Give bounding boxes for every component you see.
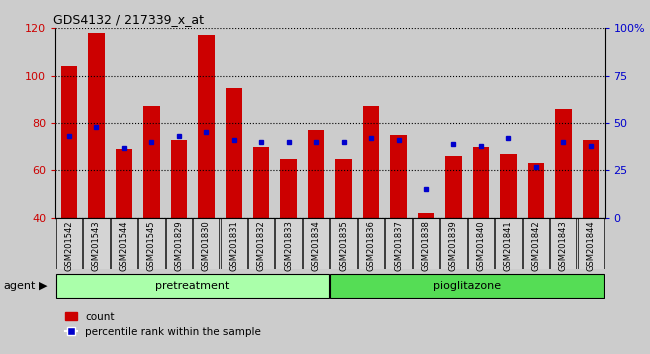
Legend: count, percentile rank within the sample: count, percentile rank within the sample — [60, 307, 265, 341]
Text: GSM201840: GSM201840 — [476, 220, 486, 271]
Bar — [275, 28, 302, 218]
Text: GSM201542: GSM201542 — [64, 220, 73, 271]
FancyBboxPatch shape — [111, 218, 137, 269]
Bar — [253, 147, 270, 218]
Bar — [138, 28, 165, 218]
Text: GSM201833: GSM201833 — [284, 220, 293, 271]
Bar — [418, 213, 434, 218]
Bar — [111, 28, 138, 218]
Text: GSM201835: GSM201835 — [339, 220, 348, 271]
FancyBboxPatch shape — [330, 218, 357, 269]
Bar — [192, 28, 220, 218]
Text: GSM201838: GSM201838 — [421, 220, 430, 271]
Bar — [330, 28, 358, 218]
Bar — [83, 28, 110, 218]
Text: GSM201842: GSM201842 — [531, 220, 540, 271]
Text: GSM201543: GSM201543 — [92, 220, 101, 271]
Bar — [358, 28, 385, 218]
FancyBboxPatch shape — [523, 218, 549, 269]
Bar — [280, 159, 297, 218]
FancyBboxPatch shape — [358, 218, 384, 269]
FancyBboxPatch shape — [248, 218, 274, 269]
FancyBboxPatch shape — [276, 218, 302, 269]
Text: agent: agent — [3, 281, 36, 291]
Bar — [473, 147, 489, 218]
Text: GSM201839: GSM201839 — [449, 220, 458, 271]
Bar — [500, 154, 517, 218]
Bar — [198, 35, 214, 218]
Text: GSM201844: GSM201844 — [586, 220, 595, 271]
Bar — [390, 135, 407, 218]
Bar — [445, 156, 462, 218]
Text: GSM201843: GSM201843 — [559, 220, 568, 271]
Bar — [88, 33, 105, 218]
Text: GSM201832: GSM201832 — [257, 220, 266, 271]
Bar — [412, 28, 439, 218]
FancyBboxPatch shape — [303, 218, 330, 269]
Bar — [577, 28, 605, 218]
FancyBboxPatch shape — [578, 218, 604, 269]
Text: GSM201841: GSM201841 — [504, 220, 513, 271]
FancyBboxPatch shape — [138, 218, 164, 269]
Bar — [60, 66, 77, 218]
Text: GSM201544: GSM201544 — [120, 220, 129, 271]
Text: pioglitazone: pioglitazone — [433, 281, 501, 291]
FancyBboxPatch shape — [440, 218, 467, 269]
FancyBboxPatch shape — [83, 218, 110, 269]
Text: GSM201830: GSM201830 — [202, 220, 211, 271]
FancyBboxPatch shape — [330, 274, 604, 298]
Bar — [555, 109, 571, 218]
Bar — [143, 107, 160, 218]
Bar — [522, 28, 550, 218]
Bar — [220, 28, 248, 218]
FancyBboxPatch shape — [56, 274, 330, 298]
Bar — [495, 28, 522, 218]
FancyBboxPatch shape — [468, 218, 494, 269]
Text: GSM201836: GSM201836 — [367, 220, 376, 271]
Bar — [550, 28, 577, 218]
Text: GSM201829: GSM201829 — [174, 220, 183, 271]
Bar — [170, 139, 187, 218]
Bar — [226, 87, 242, 218]
Bar — [116, 149, 132, 218]
Bar — [385, 28, 412, 218]
Bar — [165, 28, 192, 218]
Bar — [248, 28, 275, 218]
FancyBboxPatch shape — [166, 218, 192, 269]
Text: GSM201545: GSM201545 — [147, 220, 156, 271]
Bar — [363, 107, 380, 218]
Bar — [528, 163, 544, 218]
Text: GDS4132 / 217339_x_at: GDS4132 / 217339_x_at — [53, 13, 203, 26]
Text: pretreatment: pretreatment — [155, 281, 229, 291]
Text: GSM201837: GSM201837 — [394, 220, 403, 271]
Bar — [308, 130, 324, 218]
FancyBboxPatch shape — [550, 218, 577, 269]
Bar — [582, 139, 599, 218]
Text: GSM201834: GSM201834 — [311, 220, 320, 271]
FancyBboxPatch shape — [495, 218, 521, 269]
Bar — [439, 28, 467, 218]
Text: ▶: ▶ — [38, 281, 47, 291]
Bar — [335, 159, 352, 218]
FancyBboxPatch shape — [220, 218, 247, 269]
FancyBboxPatch shape — [56, 218, 82, 269]
FancyBboxPatch shape — [413, 218, 439, 269]
Bar — [467, 28, 495, 218]
FancyBboxPatch shape — [193, 218, 220, 269]
Bar — [302, 28, 330, 218]
Text: GSM201831: GSM201831 — [229, 220, 239, 271]
FancyBboxPatch shape — [385, 218, 411, 269]
Bar — [55, 28, 83, 218]
